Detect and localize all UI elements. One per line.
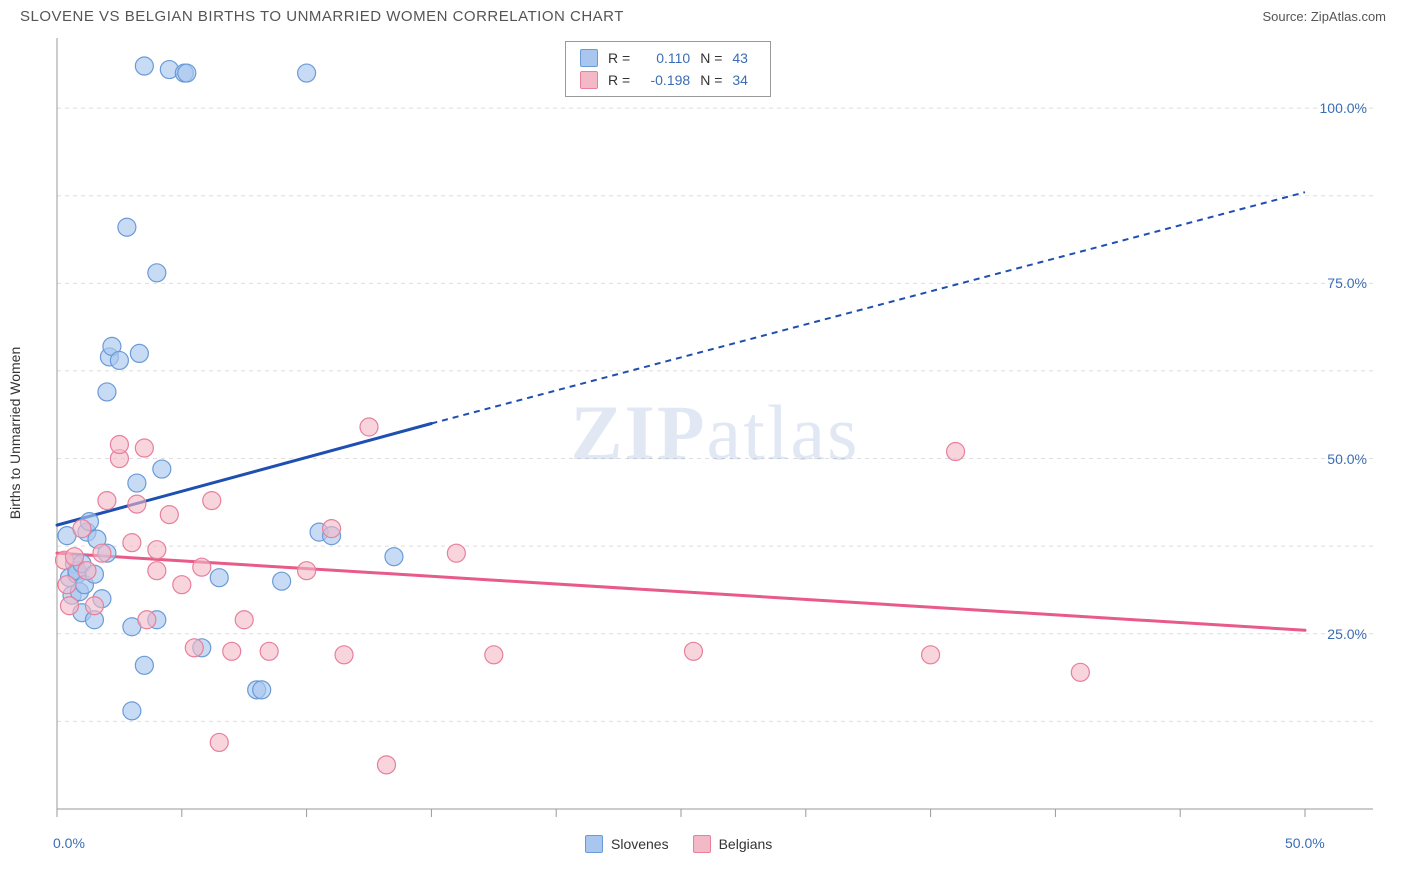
y-tick-label: 50.0% (1327, 451, 1367, 467)
x-tick-label: 0.0% (53, 835, 85, 851)
stat-r-value-slovenes: 0.110 (640, 50, 690, 66)
y-tick-label: 25.0% (1327, 626, 1367, 642)
swatch-belgians (693, 835, 711, 853)
stat-r-label: R = (608, 50, 630, 66)
y-axis-label: Births to Unmarried Women (7, 347, 23, 519)
chart-area: Births to Unmarried Women ZIPatlas R = 0… (55, 33, 1375, 833)
stats-row-slovenes: R = 0.110 N = 43 (580, 47, 756, 69)
legend: Slovenes Belgians (585, 835, 772, 853)
swatch-slovenes (580, 49, 598, 67)
legend-label-belgians: Belgians (719, 836, 773, 852)
legend-item-belgians: Belgians (693, 835, 773, 853)
stat-n-label: N = (700, 50, 722, 66)
stat-r-value-belgians: -0.198 (640, 72, 690, 88)
stat-r-label: R = (608, 72, 630, 88)
swatch-slovenes (585, 835, 603, 853)
y-tick-label: 75.0% (1327, 275, 1367, 291)
stat-n-value-belgians: 34 (732, 72, 756, 88)
stats-box: R = 0.110 N = 43 R = -0.198 N = 34 (565, 41, 771, 97)
stats-row-belgians: R = -0.198 N = 34 (580, 69, 756, 91)
swatch-belgians (580, 71, 598, 89)
scatter-plot (55, 33, 1375, 833)
legend-item-slovenes: Slovenes (585, 835, 669, 853)
stat-n-label: N = (700, 72, 722, 88)
stat-n-value-slovenes: 43 (732, 50, 756, 66)
legend-label-slovenes: Slovenes (611, 836, 669, 852)
chart-source: Source: ZipAtlas.com (1262, 9, 1386, 24)
y-tick-label: 100.0% (1320, 100, 1367, 116)
chart-title: SLOVENE VS BELGIAN BIRTHS TO UNMARRIED W… (20, 8, 624, 25)
x-tick-label: 50.0% (1285, 835, 1325, 851)
